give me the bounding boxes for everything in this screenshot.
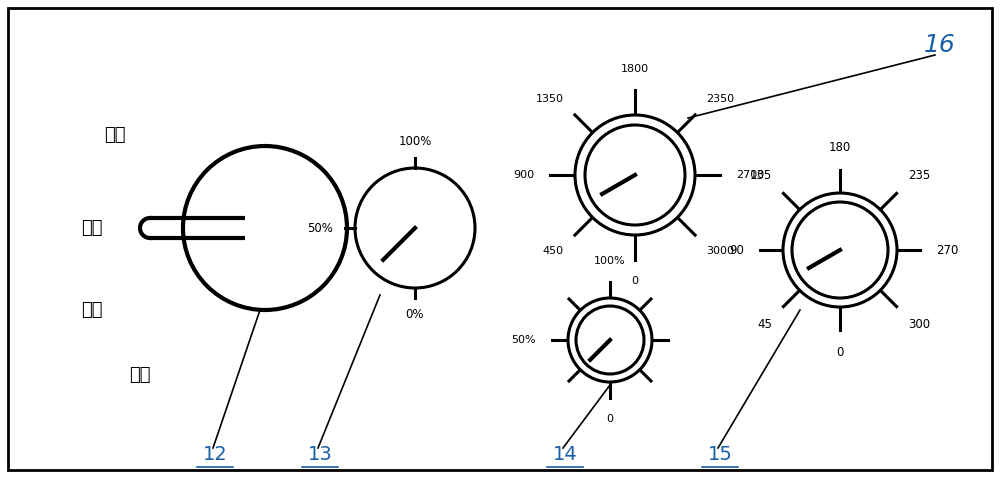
Text: 100%: 100% [398, 135, 432, 148]
Text: 调节: 调节 [129, 366, 151, 384]
Text: 0: 0 [632, 276, 639, 286]
Text: 0: 0 [606, 414, 614, 424]
Text: 13: 13 [308, 445, 332, 465]
Text: 135: 135 [750, 169, 772, 182]
Text: 270: 270 [936, 243, 958, 257]
Text: 停止: 停止 [81, 219, 103, 237]
Text: 1800: 1800 [621, 64, 649, 74]
Text: 450: 450 [542, 247, 564, 256]
Text: 15: 15 [708, 445, 732, 465]
Text: 90: 90 [729, 243, 744, 257]
Text: 14: 14 [553, 445, 577, 465]
Text: 300: 300 [908, 318, 930, 331]
Text: 45: 45 [757, 318, 772, 331]
Text: 0: 0 [836, 346, 844, 359]
Text: 50%: 50% [307, 221, 333, 235]
Text: 2700: 2700 [736, 170, 764, 180]
Text: 100%: 100% [594, 256, 626, 266]
Text: 235: 235 [908, 169, 930, 182]
Text: 50%: 50% [511, 335, 536, 345]
Text: 16: 16 [924, 33, 956, 57]
Text: 3000: 3000 [706, 247, 734, 256]
Text: 900: 900 [513, 170, 534, 180]
Text: 2350: 2350 [706, 94, 735, 104]
Text: 12: 12 [203, 445, 227, 465]
Text: 0%: 0% [406, 308, 424, 321]
Text: 1350: 1350 [536, 94, 564, 104]
Text: 180: 180 [829, 141, 851, 154]
Text: 提升: 提升 [104, 126, 126, 144]
Text: 下降: 下降 [81, 301, 103, 319]
